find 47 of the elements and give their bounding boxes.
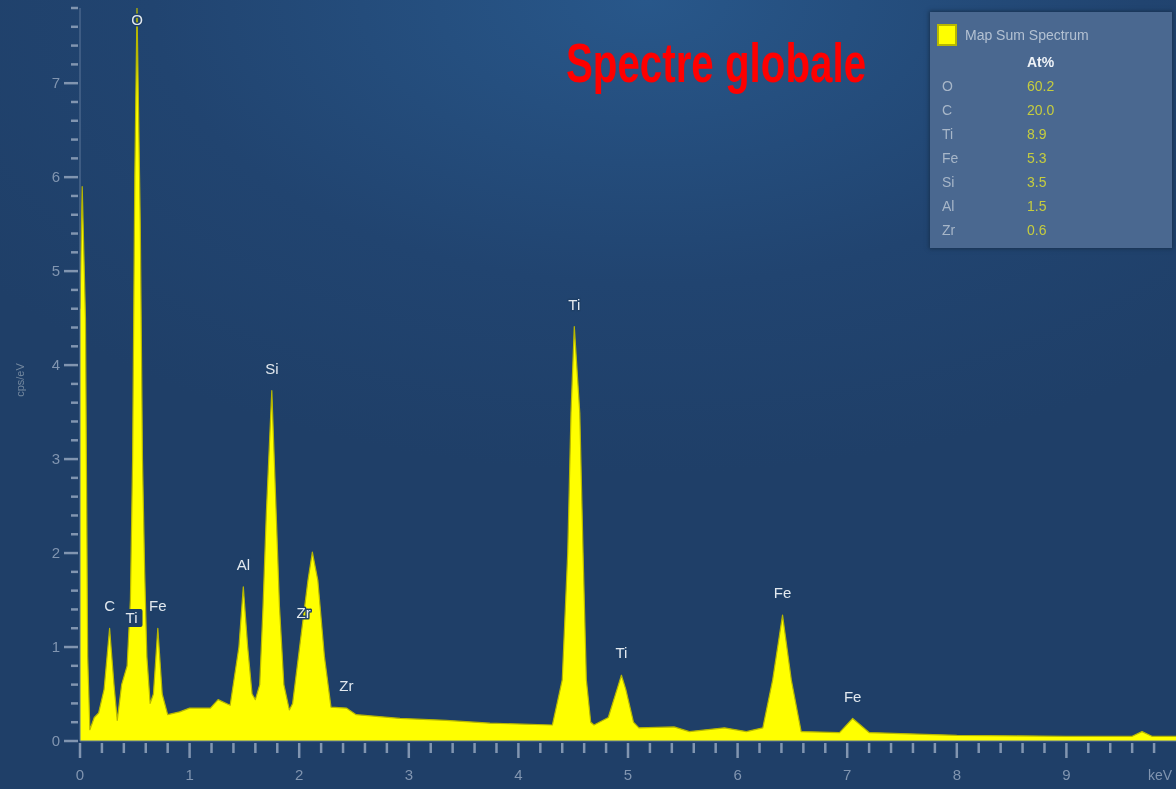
- x-tick-label: 9: [1062, 766, 1071, 783]
- annotation: Zr: [339, 677, 354, 695]
- annotation: Ti: [615, 644, 628, 662]
- x-tick-label: 5: [623, 766, 633, 783]
- y-axis-title: cps/eV: [13, 362, 26, 397]
- annotation: Fe: [843, 687, 862, 705]
- y-tick-label: 6: [51, 168, 60, 186]
- annotation: Si: [265, 359, 279, 377]
- y-tick-label: 1: [51, 638, 60, 656]
- category-label: Al: [942, 197, 955, 216]
- annotation: Ti: [568, 295, 581, 313]
- annotation: C: [104, 597, 116, 615]
- y-tick-label: 5: [51, 262, 60, 280]
- category-label: Ti: [942, 125, 954, 144]
- annotation: Fe: [773, 584, 792, 602]
- data-label: 1.5: [1027, 197, 1047, 216]
- y-tick-label: 7: [51, 74, 60, 92]
- data-label: 20.0: [1027, 101, 1055, 120]
- annotation: Al: [236, 556, 250, 574]
- data-label: 5.3: [1027, 149, 1047, 168]
- category-label: Fe: [942, 149, 959, 168]
- data-label: 3.5: [1027, 173, 1047, 192]
- x-tick-label: 0: [75, 766, 85, 783]
- category-label: O: [942, 77, 953, 96]
- data-label: 0.6: [1027, 221, 1047, 240]
- x-tick-label: 2: [295, 766, 304, 783]
- annotation: Ti: [125, 609, 138, 627]
- legend-label: Map Sum Spectrum: [965, 27, 1089, 43]
- x-tick-label: 8: [952, 766, 961, 783]
- y-tick-label: 2: [51, 544, 60, 562]
- chart-title: Spectre globale: [565, 31, 867, 94]
- y-tick-label: 4: [51, 356, 60, 374]
- x-tick-label: 7: [843, 766, 852, 783]
- x-tick-label: 1: [185, 766, 194, 783]
- x-tick-label: 6: [733, 766, 742, 783]
- category-label: Zr: [942, 221, 956, 240]
- category-label: C: [942, 101, 953, 120]
- annotation: Fe: [149, 597, 167, 615]
- y-tick-label: 3: [51, 450, 60, 468]
- category-label: Si: [942, 173, 955, 192]
- x-tick-label: 4: [514, 766, 523, 783]
- data-label: 8.9: [1027, 125, 1047, 144]
- x-tick-label: 3: [404, 766, 413, 783]
- text: At%: [1027, 53, 1055, 72]
- y-tick-label: 0: [51, 732, 60, 750]
- x-axis-title: keV: [1147, 767, 1173, 783]
- data-label: 60.2: [1027, 77, 1055, 96]
